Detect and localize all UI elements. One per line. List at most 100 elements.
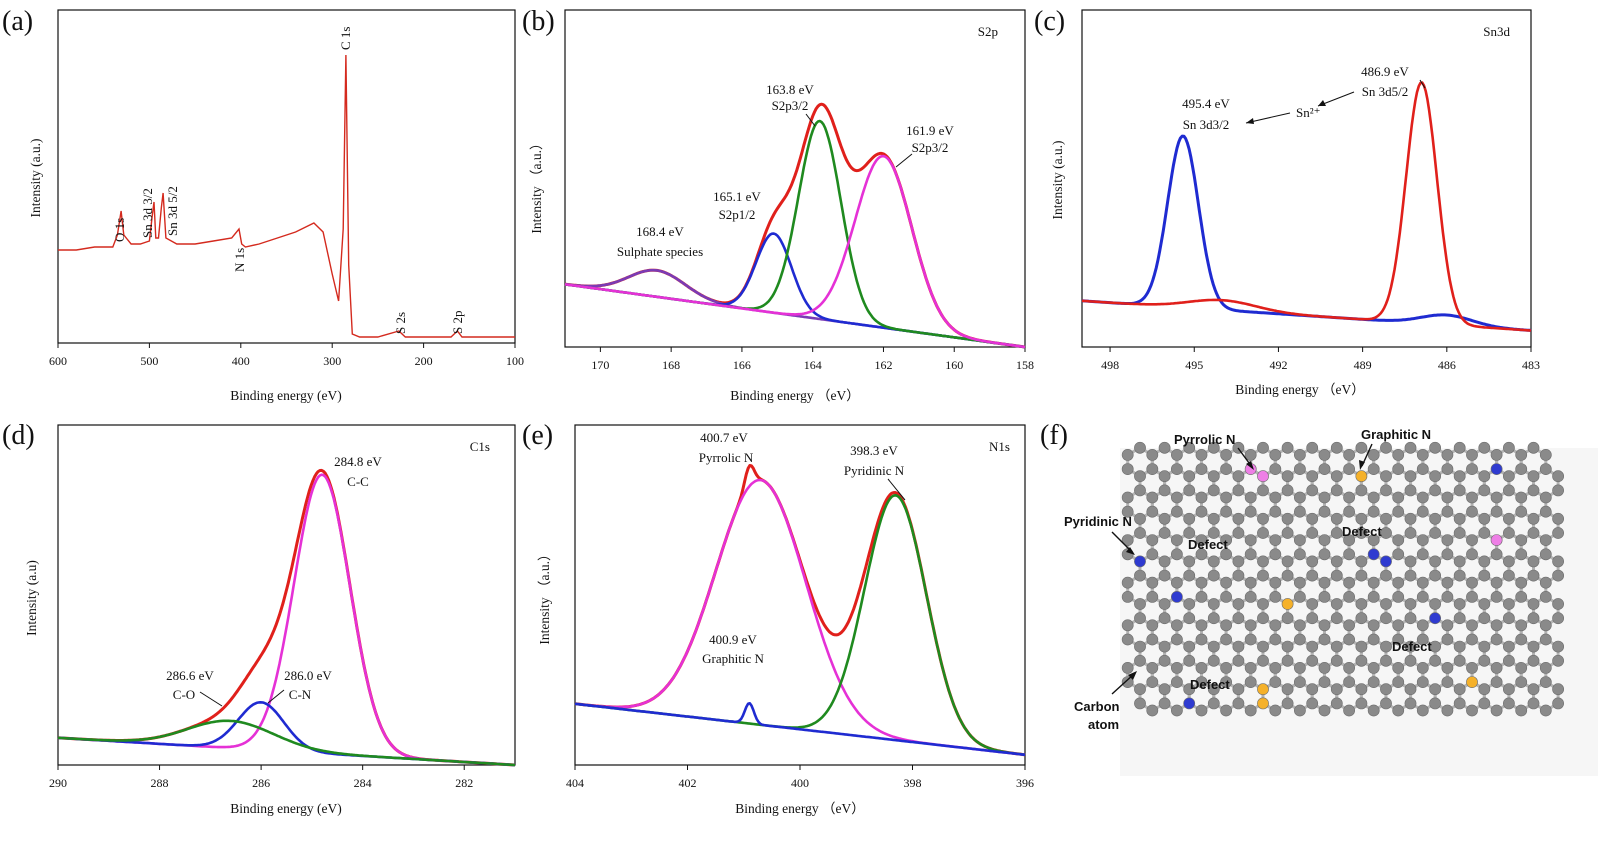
- carbon-atom: [1527, 640, 1540, 653]
- carbon-atom: [1207, 470, 1220, 483]
- carbon-atom: [1355, 569, 1368, 582]
- carbon-atom: [1453, 612, 1466, 625]
- carbon-atom: [1232, 555, 1245, 568]
- carbon-atom: [1466, 704, 1478, 717]
- pyridinic-n-atom: [1367, 548, 1380, 561]
- carbon-atom: [1552, 527, 1564, 539]
- carbon-atom: [1220, 662, 1232, 674]
- x-tick-label: 282: [455, 776, 473, 790]
- carbon-atom: [1343, 548, 1355, 561]
- carbon-atom: [1294, 704, 1306, 717]
- carbon-atom: [1416, 505, 1429, 518]
- carbon-atom: [1441, 576, 1454, 589]
- carbon-atom: [1429, 598, 1441, 610]
- carbon-atom: [1306, 654, 1319, 667]
- b-ann-168-value: 168.4 eV: [636, 224, 684, 239]
- carbon-atom: [1490, 505, 1503, 518]
- b-ann-165-species: S2p1/2: [719, 207, 756, 222]
- carbon-atom: [1466, 662, 1478, 674]
- panel-d-corner-label: C1s: [470, 439, 490, 454]
- carbon-atom: [1367, 619, 1380, 632]
- carbon-atom: [1416, 463, 1429, 475]
- carbon-atom: [1453, 555, 1466, 568]
- panel-d-ylabel: Intensity (a.u): [24, 560, 39, 636]
- carbon-atom: [1552, 654, 1564, 667]
- b-ann-165-value: 165.1 eV: [713, 189, 761, 204]
- carbon-atom: [1478, 527, 1491, 539]
- series-line-envelope: [564, 102, 1026, 349]
- x-tick-label: 489: [1354, 358, 1372, 372]
- carbon-atom: [1232, 598, 1245, 610]
- carbon-atom: [1306, 512, 1319, 525]
- c-arrow-right-head: [1318, 100, 1326, 106]
- series-line-graphitic-n: [574, 702, 1026, 757]
- carbon-atom: [1429, 512, 1441, 525]
- carbon-atom: [1343, 633, 1355, 646]
- carbon-atom: [1441, 676, 1454, 688]
- carbon-atom: [1466, 463, 1478, 475]
- x-tick-label: 483: [1522, 358, 1540, 372]
- label-carbon-atom-2: atom: [1088, 717, 1119, 732]
- carbon-atom: [1527, 654, 1540, 667]
- carbon-atom: [1281, 441, 1294, 454]
- series-line-s2p3-2-161-9-: [564, 154, 1026, 349]
- carbon-atom: [1220, 463, 1232, 475]
- x-tick-label: 288: [151, 776, 169, 790]
- carbon-atom: [1257, 527, 1269, 539]
- carbon-atom: [1478, 512, 1491, 525]
- carbon-atom: [1257, 598, 1269, 610]
- carbon-atom: [1134, 640, 1146, 653]
- carbon-atom: [1392, 534, 1405, 546]
- carbon-atom: [1503, 512, 1515, 525]
- carbon-atom: [1121, 662, 1134, 674]
- carbon-atom: [1294, 463, 1306, 475]
- carbon-atom: [1171, 505, 1183, 518]
- b-ann-163-leader: [805, 113, 816, 127]
- carbon-atom: [1207, 441, 1220, 454]
- x-tick-label: 284: [354, 776, 372, 790]
- label-pyridinic-n: Pyridinic N: [1064, 514, 1132, 529]
- carbon-atom: [1539, 548, 1552, 561]
- carbon-atom: [1527, 569, 1540, 582]
- carbon-atom: [1269, 576, 1282, 589]
- carbon-atom: [1355, 484, 1368, 497]
- carbon-atom: [1466, 505, 1478, 518]
- carbon-atom: [1478, 612, 1491, 625]
- carbon-atom: [1515, 662, 1528, 674]
- carbon-atom: [1121, 591, 1134, 603]
- carbon-atom: [1330, 470, 1343, 483]
- x-tick-label: 400: [232, 354, 250, 368]
- carbon-atom: [1416, 491, 1429, 504]
- carbon-atom: [1158, 654, 1171, 667]
- panel-d-x-ticks: 290 288 286 284 282: [49, 765, 473, 790]
- d-ann-286-0-species: C-N: [289, 687, 312, 702]
- carbon-atom: [1367, 576, 1380, 589]
- carbon-atom: [1294, 548, 1306, 561]
- carbon-atom: [1392, 591, 1405, 603]
- label-defect-3: Defect: [1392, 639, 1432, 654]
- carbon-atom: [1441, 591, 1454, 603]
- carbon-atom: [1146, 505, 1159, 518]
- carbon-atom: [1404, 569, 1417, 582]
- carbon-atom: [1207, 484, 1220, 497]
- panel-c-frame: [1081, 9, 1532, 348]
- pyrrolic-n-atom: [1490, 534, 1503, 546]
- carbon-atom: [1146, 463, 1159, 475]
- carbon-atom: [1355, 654, 1368, 667]
- carbon-atom: [1355, 683, 1368, 696]
- carbon-atom: [1552, 470, 1564, 483]
- carbon-atom: [1441, 505, 1454, 518]
- carbon-atom: [1515, 534, 1528, 546]
- carbon-atom: [1355, 441, 1368, 454]
- carbon-atom: [1503, 654, 1515, 667]
- carbon-atom: [1539, 505, 1552, 518]
- carbon-atom: [1244, 576, 1257, 589]
- e-ann-398-3-species: Pyridinic N: [844, 463, 905, 478]
- carbon-atom: [1195, 534, 1208, 546]
- carbon-atom: [1380, 697, 1392, 710]
- carbon-atom: [1244, 591, 1257, 603]
- carbon-atom: [1318, 662, 1331, 674]
- pyridinic-n-atom: [1183, 697, 1196, 710]
- carbon-atom: [1343, 576, 1355, 589]
- carbon-atom: [1539, 619, 1552, 632]
